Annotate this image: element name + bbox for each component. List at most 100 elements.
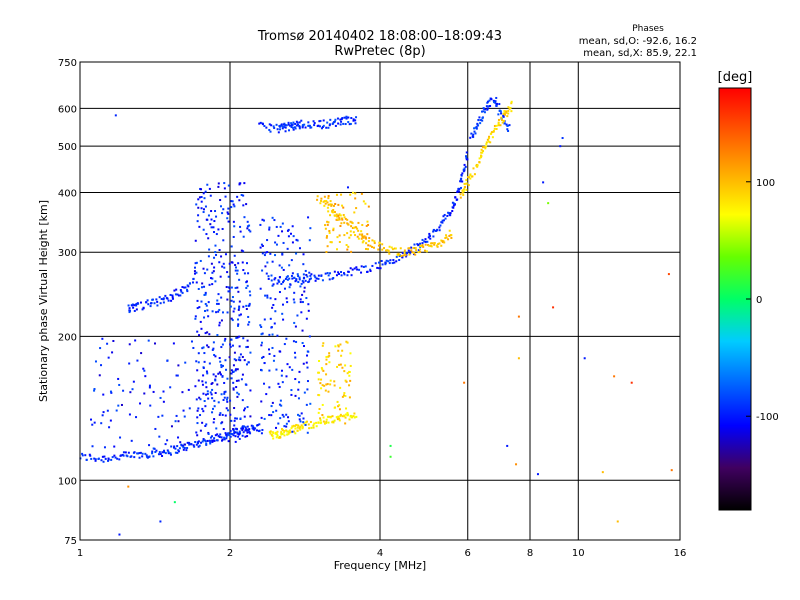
spread-point [211, 388, 214, 391]
trace-point [412, 247, 415, 250]
trace-point [297, 281, 300, 284]
spread-point [230, 286, 233, 289]
spread-point [275, 409, 278, 412]
trace-point [452, 204, 455, 207]
spread-point [273, 322, 276, 325]
trace-point [506, 128, 509, 131]
trace-point [238, 432, 241, 435]
trace-point [180, 443, 183, 446]
trace-point [162, 449, 165, 452]
spread-point [318, 360, 321, 363]
spread-point [227, 184, 230, 187]
trace-point [481, 110, 484, 113]
trace-point [141, 455, 144, 458]
trace-point [507, 112, 510, 115]
trace-point [495, 96, 498, 99]
trace-point [300, 119, 303, 122]
spread-point [211, 348, 214, 351]
spread-point [323, 195, 326, 198]
spread-point [222, 239, 225, 242]
spread-point [236, 195, 239, 198]
spread-point [341, 395, 344, 398]
spread-point [325, 383, 328, 386]
trace-point [209, 436, 212, 439]
spread-point [325, 250, 328, 253]
spread-point [202, 192, 205, 195]
trace-point [439, 224, 442, 227]
spread-point [216, 334, 219, 337]
spread-point [210, 210, 213, 213]
spread-point [226, 400, 229, 403]
spread-point [195, 360, 198, 363]
trace-point [167, 299, 170, 302]
trace-point [374, 262, 377, 265]
trace-point [443, 241, 446, 244]
spread-point [346, 372, 349, 375]
spread-point [274, 298, 277, 301]
trace-point [288, 129, 291, 132]
spread-point [236, 272, 239, 275]
trace-point [93, 457, 96, 460]
spread-point [261, 428, 264, 431]
spread-point [271, 260, 274, 263]
trace-point [484, 147, 487, 150]
spread-point [212, 341, 215, 344]
trace-point [362, 240, 365, 243]
spread-point [234, 264, 237, 267]
trace-point [291, 123, 294, 126]
spread-point [292, 298, 295, 301]
spread-point [203, 360, 206, 363]
trace-point [448, 229, 451, 232]
trace-point [156, 304, 159, 307]
spread-point [264, 265, 267, 268]
trace-point [253, 428, 256, 431]
trace-point [337, 415, 340, 418]
trace-point [294, 427, 297, 430]
trace-point [339, 123, 342, 126]
trace-point [343, 273, 346, 276]
spread-point [230, 338, 233, 341]
spread-point [204, 293, 207, 296]
trace-point [307, 423, 310, 426]
spread-point [318, 371, 321, 374]
spread-point [205, 218, 208, 221]
spread-point [109, 419, 112, 422]
spread-point [218, 413, 221, 416]
trace-point [424, 243, 427, 246]
spread-point [245, 308, 248, 311]
spread-point [219, 412, 222, 415]
trace-point [473, 130, 476, 133]
trace-point [345, 115, 348, 118]
spread-point [207, 237, 210, 240]
trace-point [440, 221, 443, 224]
spread-point [325, 236, 328, 239]
trace-point [398, 254, 401, 257]
trace-point [280, 123, 283, 126]
spread-point [333, 406, 336, 409]
spread-point [204, 381, 207, 384]
spread-point [205, 423, 208, 426]
spread-point [200, 196, 203, 199]
trace-point [383, 247, 386, 250]
spread-point [332, 204, 335, 207]
trace-point [162, 301, 165, 304]
trace-point [272, 432, 275, 435]
spread-point [346, 248, 349, 251]
trace-point [182, 448, 185, 451]
spread-point [272, 359, 275, 362]
spread-point [175, 374, 178, 377]
trace-point [261, 123, 264, 126]
trace-point [248, 428, 251, 431]
trace-point [365, 237, 368, 240]
trace-point [252, 426, 255, 429]
spread-point [269, 252, 272, 255]
colorbar-tick-label: -100 [756, 412, 779, 423]
trace-point [273, 127, 276, 130]
spread-point [217, 185, 220, 188]
trace-point [466, 176, 469, 179]
spread-point [181, 391, 184, 394]
spread-point [211, 271, 214, 274]
spread-point [278, 276, 281, 279]
spread-point [318, 408, 321, 411]
spread-point [234, 269, 237, 272]
